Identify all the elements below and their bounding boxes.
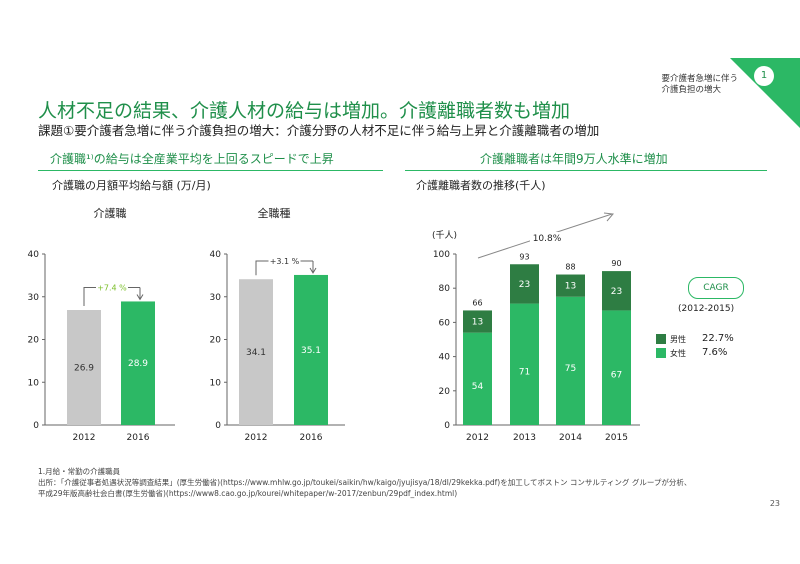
section-tag: 要介護者急増に伴う 介護負担の増大: [661, 74, 738, 96]
left-panel-subheading: 介護職の月額平均給与額 (万/月): [52, 179, 211, 192]
chart3-ytick-label: 60: [439, 318, 451, 328]
chart3-ytick-label: 100: [433, 250, 450, 260]
chart1-ytick-label: 0: [33, 421, 39, 431]
page-subtitle: 課題①要介護者急増に伴う介護負担の増大：介護分野の人材不足に伴う給与上昇と介護離…: [38, 123, 600, 138]
legend-label-male: 男性: [670, 335, 686, 344]
legend-label-female: 女性: [670, 349, 686, 358]
chart2-bar-value-2012: 34.1: [246, 348, 266, 358]
chart3-total-2012: 66: [472, 298, 482, 307]
cagr-badge: CAGR: [688, 277, 744, 299]
cagr-value-male: 22.7%: [702, 333, 734, 344]
chart3-value-female-2014: 75: [565, 364, 576, 374]
chart3-ytick-label: 80: [439, 284, 451, 294]
chart3-total-2013: 93: [519, 252, 529, 261]
chart3-value-male-2013: 23: [519, 280, 530, 290]
chart3-bar-female-2012: [463, 332, 492, 425]
chart2-ytick-label: 30: [210, 293, 222, 303]
chart2-bar-value-2016: 35.1: [301, 346, 321, 356]
chart1-xtick-label-2016: 2016: [127, 433, 150, 443]
chart1-ytick-label: 20: [28, 336, 40, 346]
chart2-ytick-label: 40: [210, 250, 222, 260]
chart3-xtick-label-2015: 2015: [605, 433, 628, 443]
right-panel-subheading: 介護離職者数の推移(千人): [416, 179, 546, 192]
chart1-xtick-label-2012: 2012: [73, 433, 96, 443]
chart2-xtick-label-2012: 2012: [245, 433, 268, 443]
chart1-title: 介護職: [93, 207, 127, 220]
chart1-ytick-label: 40: [28, 250, 40, 260]
chart1-growth-label-bg: [96, 281, 128, 293]
chart3-ytick-label: 0: [444, 421, 450, 431]
chart1-ytick-label: 30: [28, 293, 40, 303]
left-panel-divider: [38, 170, 383, 171]
page-number: 23: [769, 499, 780, 508]
chart1-bar-2016: [121, 301, 155, 425]
chart3-bar-female-2013: [510, 303, 539, 425]
chart3-ytick-label: 20: [439, 387, 451, 397]
chart2-ytick-label: 10: [210, 378, 222, 388]
chart1-salary-care: 0 10 20 30 40 26.9 2012 28.9 2016 +7.4 %: [28, 250, 175, 443]
chart2-ytick-label: 20: [210, 336, 222, 346]
chart3-value-female-2013: 71: [519, 367, 530, 377]
chart3-bar-female-2015: [602, 310, 631, 425]
chart3-value-male-2014: 13: [565, 282, 576, 292]
chart3-bar-male-2012: [463, 310, 492, 333]
cagr-period: (2012-2015): [678, 304, 735, 314]
cagr-value-female: 7.6%: [702, 347, 728, 358]
chart3-xtick-label-2014: 2014: [559, 433, 582, 443]
chart2-growth-arrow-head: [309, 267, 317, 274]
chart3-bar-female-2014: [556, 296, 585, 425]
chart3-value-male-2015: 23: [611, 287, 622, 297]
footnote-source-2: 平成29年版高齢社会白書(厚生労働省)(https://www8.cao.go.…: [38, 489, 458, 498]
chart3-trend-arrow-head: [603, 212, 614, 222]
legend-swatch-male: [656, 334, 666, 344]
chart3-bar-male-2014: [556, 274, 585, 297]
section-tag-line2: 介護負担の増大: [661, 85, 721, 95]
chart3-ytick-label: 40: [439, 353, 451, 363]
chart2-ytick-label: 0: [215, 421, 221, 431]
section-badge: 1: [754, 66, 774, 86]
page-title: 人材不足の結果、介護人材の給与は増加。介護離職者数も増加: [38, 100, 571, 122]
chart3-trend-label-bg: [530, 232, 564, 244]
chart3-value-female-2012: 54: [472, 382, 484, 392]
chart1-bar-value-2016: 28.9: [128, 359, 148, 369]
chart2-xtick-label-2016: 2016: [300, 433, 323, 443]
chart2-growth-label: +3.1 %: [270, 257, 300, 266]
chart1-growth-label: +7.4 %: [97, 283, 127, 292]
chart3-bar-male-2013: [510, 264, 539, 304]
chart1-bar-value-2012: 26.9: [74, 364, 94, 374]
chart3-value-male-2012: 13: [472, 318, 483, 328]
chart3-value-female-2015: 67: [611, 371, 622, 381]
chart2-bar-2016: [294, 274, 328, 425]
left-panel-heading: 介護職¹⁾の給与は全産業平均を上回るスピードで上昇: [50, 152, 334, 166]
chart3-total-2014: 88: [565, 263, 575, 272]
right-panel-heading: 介護離職者は年間9万人水準に増加: [480, 152, 668, 166]
chart3-xtick-label-2013: 2013: [513, 433, 536, 443]
chart2-salary-all: 0 10 20 30 40 34.1 2012 35.1 2016 +3.1 %: [210, 250, 345, 443]
chart3-bar-male-2015: [602, 271, 631, 311]
chart2-bar-2012: [239, 279, 273, 425]
footnote-1: 1.月給・常勤の介護職員: [38, 467, 121, 476]
chart2-growth-label-bg: [268, 254, 301, 266]
chart3-care-leavers: 0 20 40 60 80 100 (千人) 54 13 66 2012 71 23 93 2013 75 13…: [432, 212, 640, 443]
chart3-xtick-label-2012: 2012: [466, 433, 489, 443]
chart1-ytick-label: 10: [28, 378, 40, 388]
chart1-growth-arrow-head: [136, 294, 144, 301]
chart2-title: 全職種: [257, 207, 291, 220]
chart3-unit-label: (千人): [432, 230, 457, 241]
chart3-trend-label: 10.8%: [533, 234, 562, 244]
chart1-bar-2012: [67, 310, 101, 425]
section-tag-line1: 要介護者急増に伴う: [661, 74, 738, 84]
chart3-total-2015: 90: [611, 259, 621, 268]
legend-swatch-female: [656, 348, 666, 358]
right-panel-divider: [405, 170, 767, 171]
footnote-source-1: 出所：「介護従事者処遇状況等調査結果」(厚生労働省)(https://www.m…: [38, 478, 692, 487]
